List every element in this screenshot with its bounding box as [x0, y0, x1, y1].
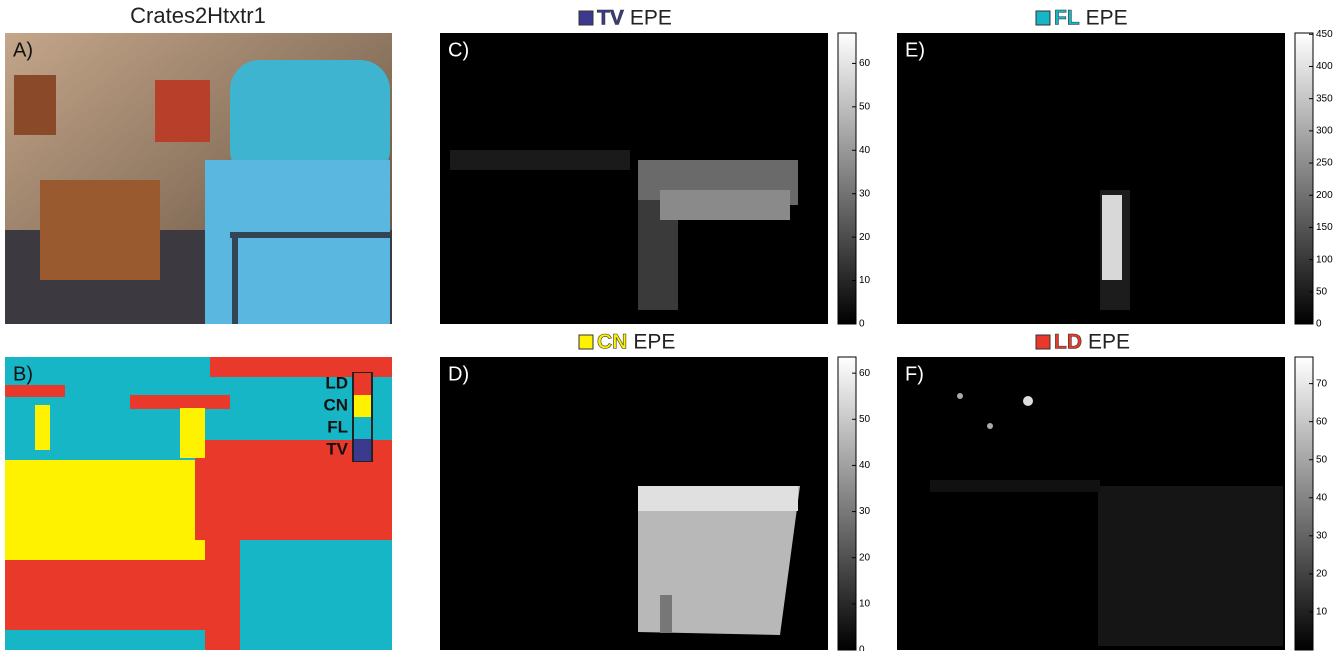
colorbar-tick-label: 50 [1316, 454, 1328, 465]
legend-swatch [354, 439, 371, 461]
colorbar-tick-label: 40 [859, 145, 871, 156]
panel-label: E) [905, 39, 925, 61]
method-swatch [1036, 335, 1050, 349]
legend-label: LD [325, 373, 348, 392]
colorbar-tick-label: 40 [859, 460, 871, 471]
colorbar-tick-label: 10 [859, 598, 871, 609]
method-name: TV [597, 7, 624, 30]
colorbar-tick-label: 40 [1316, 492, 1328, 503]
title-suffix: EPE [633, 331, 675, 354]
legend-label: TV [326, 439, 348, 458]
colorbar-tick-label: 30 [859, 506, 871, 517]
panel-label: C) [448, 39, 469, 61]
method-name: LD [1054, 331, 1082, 354]
colorbar-tick-label: 350 [1316, 93, 1333, 104]
colorbar-tick-label: 200 [1316, 190, 1333, 201]
method-swatch [579, 335, 593, 349]
colorbar-tick-label: 150 [1316, 222, 1333, 233]
legend-swatch [354, 395, 371, 417]
colorbar-tick-label: 450 [1316, 29, 1333, 40]
colorbar [838, 357, 856, 650]
title-suffix: EPE [1086, 7, 1128, 30]
colorbar-tick-label: 20 [859, 552, 871, 563]
colorbar-tick-label: 0 [859, 645, 865, 651]
colorbar [1295, 33, 1313, 324]
colorbar-tick-label: 250 [1316, 158, 1333, 169]
colorbar-tick-label: 60 [859, 368, 871, 379]
colorbar-tick-label: 10 [859, 275, 871, 286]
legend-swatch [354, 373, 371, 395]
heatmap-f [897, 357, 1285, 650]
method-name: FL [1054, 7, 1080, 30]
colorbar-tick-label: 0 [859, 319, 865, 330]
heatmap-e [897, 33, 1285, 324]
heatmap-c [440, 33, 828, 324]
colorbar-tick-label: 30 [859, 188, 871, 199]
legend-label: CN [323, 395, 348, 414]
scene-image [5, 33, 392, 324]
colorbar-tick-label: 10 [1316, 607, 1328, 618]
colorbar-tick-label: 400 [1316, 61, 1333, 72]
panel-label: A) [13, 39, 33, 61]
title-suffix: EPE [630, 7, 672, 30]
colorbar-tick-label: 100 [1316, 254, 1333, 265]
colorbar [1295, 357, 1313, 650]
method-swatch [579, 11, 593, 25]
title-suffix: EPE [1088, 331, 1130, 354]
colorbar-tick-label: 30 [1316, 530, 1328, 541]
colorbar-tick-label: 50 [859, 414, 871, 425]
legend-label: FL [327, 417, 348, 436]
panel-label: D) [448, 363, 469, 385]
colorbar-tick-label: 50 [859, 101, 871, 112]
colorbar-tick-label: 70 [1316, 378, 1328, 389]
heatmap-d [440, 357, 828, 650]
panel-label: F) [905, 363, 924, 385]
colorbar-tick-label: 50 [1316, 286, 1328, 297]
colorbar-tick-label: 0 [1316, 319, 1322, 330]
legend-swatch [354, 417, 371, 439]
colorbar-tick-label: 20 [859, 232, 871, 243]
legend: LD CN FL TV [323, 373, 371, 461]
colorbar-tick-label: 60 [1316, 416, 1328, 427]
colorbar-tick-label: 60 [859, 58, 871, 69]
colorbar-tick-label: 300 [1316, 125, 1333, 136]
colorbar-tick-label: 20 [1316, 569, 1328, 580]
figure-title: Crates2Htxtr1 [130, 3, 266, 28]
figure: Crates2Htxtr1 LD CN FL TV [0, 0, 1344, 651]
method-name: CN [597, 331, 627, 354]
method-swatch [1036, 11, 1050, 25]
panel-label: B) [13, 363, 33, 385]
